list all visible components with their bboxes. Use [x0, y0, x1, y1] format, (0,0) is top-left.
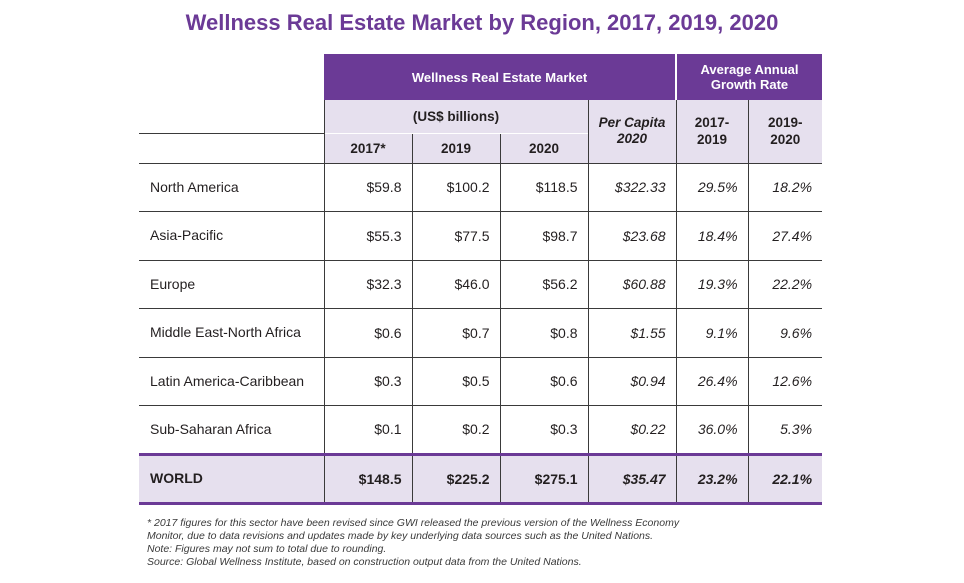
table-row: Sub-Saharan Africa $0.1 $0.2 $0.3 $0.22 36.0%…	[139, 405, 823, 454]
value-2017: $55.3	[323, 211, 412, 261]
region-label: Asia-Pacific	[139, 211, 324, 261]
region-label: Europe	[139, 260, 324, 309]
value-2019: $77.5	[411, 211, 500, 261]
header-blank-2	[139, 100, 324, 134]
world-growth-2019-2020: 22.1%	[747, 452, 823, 505]
value-2020: $56.2	[499, 260, 588, 309]
growth-2019-2020: 9.6%	[747, 308, 823, 358]
region-label: Latin America-Caribbean	[139, 357, 324, 406]
table-body: North America $59.8 $100.2 $118.5 $322.33 29.…	[139, 163, 823, 454]
footnote-revision-2: Monitor, due to data revisions and updat…	[147, 530, 654, 542]
growth-2019-2020: 22.2%	[747, 260, 823, 309]
header-per-capita: Per Capita 2020	[587, 100, 677, 164]
value-2020: $0.3	[499, 405, 588, 454]
growth-2019-2020: 12.6%	[747, 357, 823, 406]
region-label: Middle East-North Africa	[139, 308, 324, 358]
value-per-capita: $322.33	[587, 163, 677, 212]
value-per-capita: $0.94	[587, 357, 677, 406]
value-2017: $0.3	[323, 357, 412, 406]
header-2019: 2019	[411, 132, 500, 164]
growth-2019-2020: 18.2%	[747, 163, 823, 212]
table-row: North America $59.8 $100.2 $118.5 $322.33 29.…	[139, 163, 823, 212]
header-growth-2019-2020: 2019-2020	[747, 100, 823, 164]
table-row: Middle East-North Africa $0.6 $0.7 $0.8 $1.5…	[139, 308, 823, 358]
growth-2017-2019: 9.1%	[675, 308, 749, 358]
value-2019: $0.2	[411, 405, 500, 454]
world-2017: $148.5	[323, 452, 412, 505]
header-growth-2017-2019: 2017-2019	[675, 100, 749, 164]
world-row: WORLD $148.5 $225.2 $275.1 $35.47 23.2% …	[139, 452, 823, 505]
world-label: WORLD	[139, 452, 324, 505]
header-2017: 2017*	[323, 132, 412, 164]
world-2020: $275.1	[499, 452, 588, 505]
footnotes: * 2017 figures for this sector have been…	[147, 517, 827, 569]
value-2020: $118.5	[499, 163, 588, 212]
value-per-capita: $60.88	[587, 260, 677, 309]
table-row: Latin America-Caribbean $0.3 $0.5 $0.6 $0.94…	[139, 357, 823, 406]
growth-2019-2020: 27.4%	[747, 211, 823, 261]
growth-2017-2019: 29.5%	[675, 163, 749, 212]
footnote-rounding: Note: Figures may not sum to total due t…	[147, 543, 387, 555]
header-blank-3	[139, 133, 324, 164]
footnote-revision-1: * 2017 figures for this sector have been…	[147, 517, 680, 529]
value-per-capita: $1.55	[587, 308, 677, 358]
world-growth-2017-2019: 23.2%	[675, 452, 749, 505]
value-per-capita: $0.22	[587, 405, 677, 454]
value-per-capita: $23.68	[587, 211, 677, 261]
header-wellness-market: Wellness Real Estate Market	[324, 54, 678, 100]
header-units: (US$ billions)	[323, 100, 588, 133]
value-2019: $0.7	[411, 308, 500, 358]
value-2020: $98.7	[499, 211, 588, 261]
chart-title: Wellness Real Estate Market by Region, 2…	[185, 10, 779, 35]
footnote-source: Source: Global Wellness Institute, based…	[147, 556, 582, 568]
value-2017: $59.8	[323, 163, 412, 212]
value-2017: $0.6	[323, 308, 412, 358]
value-2019: $100.2	[411, 163, 500, 212]
header-2020: 2020	[499, 132, 588, 164]
header-blank	[139, 54, 324, 100]
table-row: Asia-Pacific $55.3 $77.5 $98.7 $23.68 18.4% 27…	[139, 211, 823, 261]
growth-2017-2019: 26.4%	[675, 357, 749, 406]
region-label: North America	[139, 163, 324, 212]
growth-2017-2019: 19.3%	[675, 260, 749, 309]
market-table: Wellness Real Estate Market Average Annu…	[139, 54, 823, 505]
growth-2019-2020: 5.3%	[747, 405, 823, 454]
value-2020: $0.8	[499, 308, 588, 358]
value-2017: $0.1	[323, 405, 412, 454]
region-label: Sub-Saharan Africa	[150, 420, 272, 437]
value-2019: $46.0	[411, 260, 500, 309]
growth-2017-2019: 18.4%	[675, 211, 749, 261]
table-row: Europe $32.3 $46.0 $56.2 $60.88 19.3% 22.2%	[139, 260, 823, 309]
value-2017: $32.3	[323, 260, 412, 309]
value-2020: $0.6	[499, 357, 588, 406]
world-2019: $225.2	[411, 452, 500, 505]
growth-2017-2019: 36.0%	[675, 405, 749, 454]
header-growth-rate: Average Annual Growth Rate	[676, 54, 823, 100]
world-per-capita: $35.47	[587, 452, 677, 505]
value-2019: $0.5	[411, 357, 500, 406]
